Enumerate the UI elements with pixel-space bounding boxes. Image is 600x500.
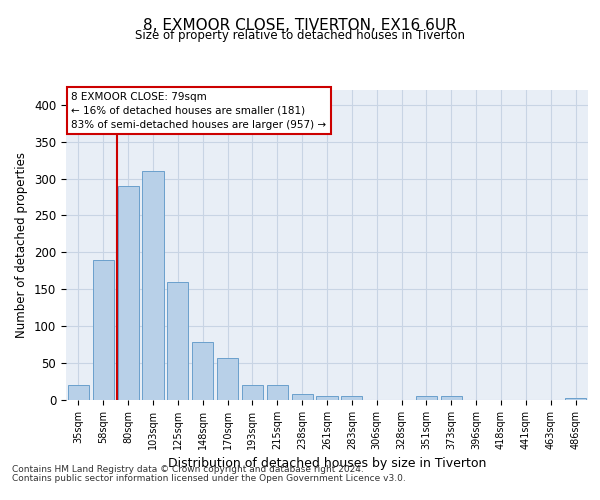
Bar — [192, 342, 213, 400]
Text: 8 EXMOOR CLOSE: 79sqm
← 16% of detached houses are smaller (181)
83% of semi-det: 8 EXMOOR CLOSE: 79sqm ← 16% of detached … — [71, 92, 326, 130]
Bar — [292, 394, 313, 400]
Bar — [416, 396, 437, 400]
Text: Contains public sector information licensed under the Open Government Licence v3: Contains public sector information licen… — [12, 474, 406, 483]
Bar — [341, 396, 362, 400]
Bar — [93, 260, 114, 400]
Text: Contains HM Land Registry data © Crown copyright and database right 2024.: Contains HM Land Registry data © Crown c… — [12, 466, 364, 474]
Bar — [167, 282, 188, 400]
Bar — [441, 396, 462, 400]
Bar — [565, 398, 586, 400]
Bar — [242, 385, 263, 400]
Text: 8, EXMOOR CLOSE, TIVERTON, EX16 6UR: 8, EXMOOR CLOSE, TIVERTON, EX16 6UR — [143, 18, 457, 32]
Bar — [267, 385, 288, 400]
X-axis label: Distribution of detached houses by size in Tiverton: Distribution of detached houses by size … — [168, 458, 486, 470]
Bar — [118, 186, 139, 400]
Bar — [316, 396, 338, 400]
Text: Size of property relative to detached houses in Tiverton: Size of property relative to detached ho… — [135, 29, 465, 42]
Bar — [68, 385, 89, 400]
Y-axis label: Number of detached properties: Number of detached properties — [16, 152, 28, 338]
Bar — [142, 171, 164, 400]
Bar — [217, 358, 238, 400]
